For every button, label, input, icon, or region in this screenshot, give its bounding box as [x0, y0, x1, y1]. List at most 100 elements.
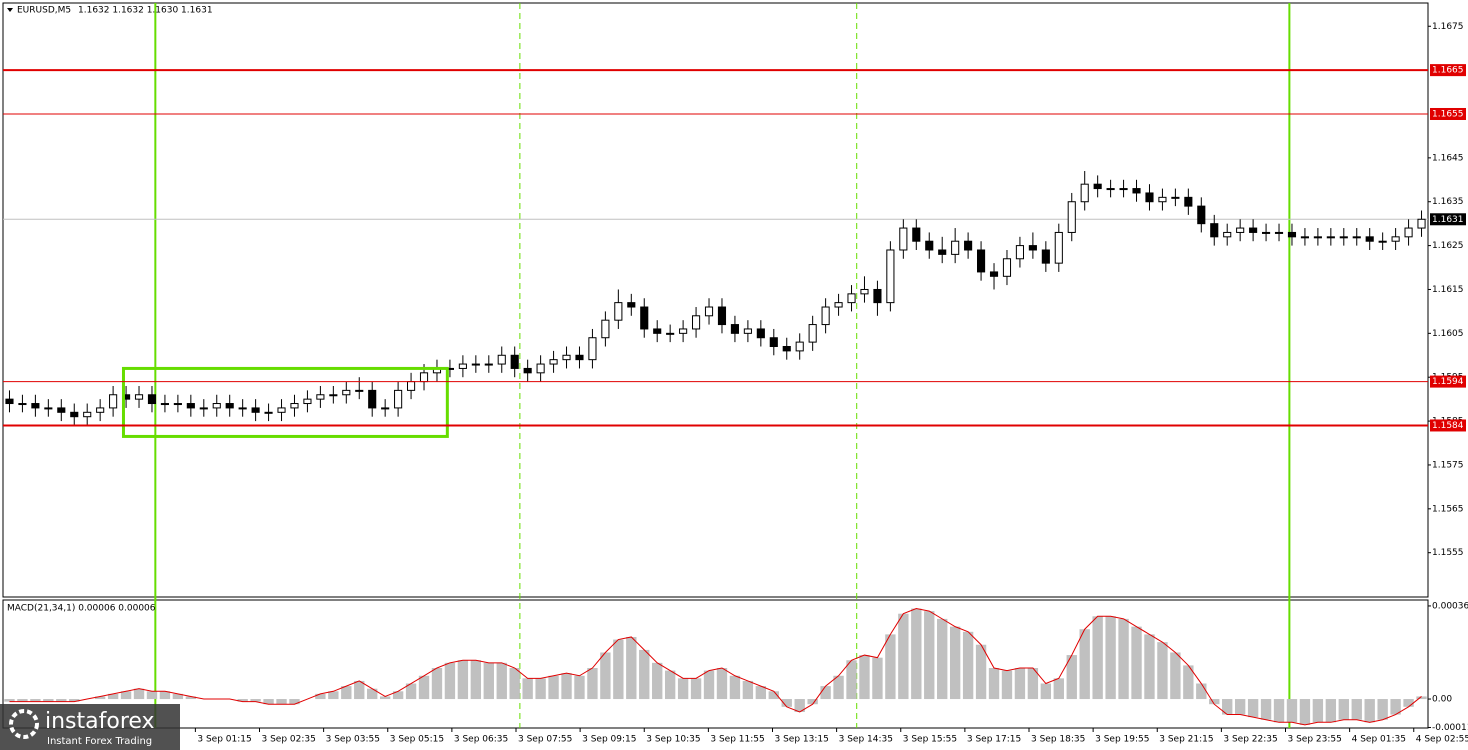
- candle-body: [860, 288, 869, 295]
- macd-bar: [185, 696, 197, 700]
- macd-bar: [859, 655, 870, 700]
- candle-body: [692, 315, 701, 330]
- y-tick-label: 1.1565: [1432, 504, 1464, 514]
- candle-body: [1132, 188, 1141, 194]
- macd-bar: [1118, 618, 1129, 700]
- candle-body: [1236, 227, 1245, 233]
- macd-bar: [949, 626, 961, 700]
- candle-body: [588, 337, 597, 361]
- candle-body: [743, 328, 752, 334]
- macd-panel: [2, 599, 1429, 729]
- macd-bar: [872, 657, 883, 700]
- macd-bar: [846, 660, 857, 700]
- macd-bar: [289, 699, 300, 705]
- macd-bar: [17, 699, 28, 702]
- candle-body: [938, 249, 947, 255]
- candle-body: [264, 411, 273, 414]
- macd-bar: [613, 639, 624, 700]
- macd-bar: [781, 699, 792, 707]
- quote: 1.1632 1.1632 1.1630 1.1631: [78, 6, 213, 16]
- macd-bar: [1209, 699, 1220, 705]
- price-panel: [2, 2, 1429, 598]
- candle-body: [1352, 236, 1361, 239]
- candle-body: [808, 324, 817, 343]
- macd-bar: [522, 678, 533, 700]
- candle-body: [1300, 236, 1309, 239]
- macd-bar: [898, 613, 909, 700]
- candle-body: [329, 394, 338, 397]
- macd-bar: [1364, 699, 1375, 723]
- candle-body: [1184, 196, 1193, 207]
- candle-body: [1028, 245, 1037, 251]
- macd-bar: [315, 693, 326, 700]
- macd-bar: [276, 699, 287, 705]
- signal-line: [9, 608, 1422, 726]
- macd-bar: [341, 686, 352, 700]
- candle-body: [1274, 231, 1284, 234]
- candle-body: [873, 288, 882, 304]
- candle-body: [523, 367, 532, 374]
- candle-body: [458, 363, 467, 369]
- macd-bar: [367, 688, 378, 700]
- candle-body: [419, 372, 429, 383]
- macd-bar: [250, 699, 261, 702]
- macd-bar: [1040, 683, 1052, 700]
- candle-body: [1262, 231, 1271, 234]
- logo: instaforex Instant Forex Trading: [0, 704, 180, 750]
- candle-body: [575, 354, 584, 361]
- candle-body: [1313, 236, 1322, 239]
- candle-body: [1145, 192, 1154, 203]
- macd-bar: [1105, 616, 1116, 700]
- x-tick-label: 3 Sep 14:35: [839, 735, 893, 745]
- candle-body: [5, 398, 14, 405]
- candle-body: [1015, 245, 1024, 260]
- candle-body: [640, 306, 649, 330]
- candle-body: [627, 302, 636, 308]
- candle-body: [381, 407, 390, 410]
- candle-body: [147, 394, 157, 405]
- candle-body: [912, 227, 921, 242]
- y-tick-label: 1.1555: [1432, 548, 1464, 558]
- macd-bar: [587, 668, 598, 700]
- candle-body: [666, 332, 675, 335]
- macd-bar: [652, 662, 663, 700]
- y-tick-label: -0.00011: [1432, 723, 1468, 733]
- level-label: 1.1655: [1432, 109, 1464, 119]
- candle-body: [821, 306, 830, 326]
- candle-body: [31, 403, 40, 409]
- candle-body: [614, 302, 623, 321]
- macd-bar: [755, 686, 767, 700]
- macd-bar: [172, 693, 184, 700]
- macd-bar: [1170, 652, 1181, 700]
- level-label: 1.1594: [1432, 377, 1464, 387]
- candle-body: [510, 354, 519, 369]
- macd-bar: [664, 670, 676, 700]
- macd-bar: [729, 675, 741, 700]
- candle-body: [886, 249, 895, 304]
- y-tick-label: 1.1675: [1432, 22, 1464, 32]
- macd-bar: [457, 660, 469, 700]
- candle-body: [225, 403, 234, 409]
- macd-bar: [509, 668, 520, 700]
- macd-bar: [1079, 629, 1090, 700]
- macd-bar: [988, 668, 1000, 700]
- x-tick-label: 3 Sep 23:55: [1288, 735, 1342, 745]
- current-price-bg: [1430, 213, 1466, 226]
- macd-bar: [237, 699, 248, 702]
- candle-body: [964, 240, 973, 251]
- candle-body: [1171, 196, 1180, 199]
- macd-bar: [911, 608, 922, 700]
- candle-body: [1326, 236, 1335, 239]
- macd-bar: [444, 662, 456, 700]
- candle-body: [1365, 236, 1374, 242]
- candle-body: [756, 328, 765, 339]
- candle-body: [601, 319, 610, 339]
- candle-body: [730, 324, 739, 334]
- candle-body: [484, 363, 493, 366]
- candle-body: [717, 306, 727, 326]
- macd-bar: [548, 675, 559, 700]
- x-tick-label: 3 Sep 05:15: [390, 735, 444, 745]
- x-tick-label: 3 Sep 13:15: [775, 735, 829, 745]
- macd-bar: [133, 688, 145, 700]
- macd-bar: [30, 699, 41, 702]
